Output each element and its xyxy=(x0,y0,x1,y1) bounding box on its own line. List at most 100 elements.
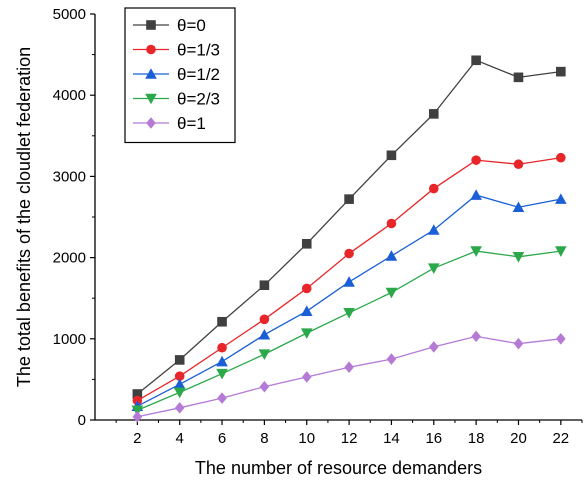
series-2 xyxy=(132,152,566,406)
data-point xyxy=(174,371,185,381)
data-point xyxy=(470,189,482,200)
data-point xyxy=(556,152,566,163)
data-point xyxy=(385,250,398,261)
data-point xyxy=(470,246,482,257)
data-point xyxy=(428,341,439,353)
data-point xyxy=(259,280,270,291)
legend-item: θ=1/2 xyxy=(133,65,220,84)
legend-label: θ=1/2 xyxy=(177,65,220,84)
y-tick-label: 5000 xyxy=(53,6,86,23)
data-point xyxy=(258,349,271,361)
x-tick-label: 10 xyxy=(298,430,315,447)
y-axis-ticks: 0 1000 2000 3000 4000 5000 xyxy=(53,6,95,429)
legend-label: θ=2/3 xyxy=(177,90,220,109)
data-point xyxy=(343,276,355,287)
legend-marker xyxy=(146,44,156,55)
data-point xyxy=(300,328,313,339)
data-point xyxy=(512,251,525,263)
data-point xyxy=(386,218,397,229)
data-point xyxy=(427,224,440,235)
series-line xyxy=(137,335,561,418)
x-tick-label: 4 xyxy=(176,430,184,447)
series-4 xyxy=(131,246,567,417)
series-line xyxy=(137,250,561,411)
legend-label: θ=1 xyxy=(177,114,206,133)
data-point xyxy=(343,308,355,319)
y-axis-label: The total benefits of the cloudlet feder… xyxy=(14,47,34,387)
series-line xyxy=(137,194,561,407)
data-point xyxy=(259,314,270,325)
data-point xyxy=(216,355,228,367)
data-point xyxy=(471,155,481,165)
x-tick-label: 20 xyxy=(510,430,527,447)
data-point xyxy=(301,238,312,249)
data-point xyxy=(555,193,567,204)
data-point xyxy=(174,402,185,414)
data-point xyxy=(344,194,354,204)
data-point xyxy=(300,305,313,316)
x-tick-label: 6 xyxy=(218,430,226,447)
data-point xyxy=(259,380,270,393)
x-tick-label: 2 xyxy=(133,430,141,447)
data-point xyxy=(301,283,312,294)
series-5 xyxy=(132,330,566,423)
data-point xyxy=(173,387,186,399)
x-tick-label: 12 xyxy=(341,430,358,447)
data-point xyxy=(385,287,398,299)
data-point xyxy=(471,330,481,343)
data-point xyxy=(513,72,524,83)
data-point xyxy=(344,361,354,374)
legend-box xyxy=(124,7,236,144)
legend: θ=0 θ=1/3 θ=1/2 θ=2/3 θ=1 xyxy=(124,7,236,144)
x-tick-label: 8 xyxy=(260,430,268,447)
y-tick-label: 4000 xyxy=(53,87,86,104)
data-point xyxy=(386,150,397,161)
data-point xyxy=(555,246,567,257)
data-point xyxy=(344,248,354,259)
x-tick-label: 18 xyxy=(468,430,485,447)
data-point xyxy=(512,201,525,213)
series-3 xyxy=(131,189,567,411)
legend-marker xyxy=(145,93,157,105)
data-point xyxy=(427,263,440,274)
data-point xyxy=(428,109,439,119)
data-point xyxy=(428,183,439,194)
data-point xyxy=(217,342,227,353)
x-tick-label: 22 xyxy=(552,430,569,447)
legend-item: θ=2/3 xyxy=(133,90,220,109)
legend-item: θ=1 xyxy=(133,114,206,133)
data-point xyxy=(131,405,144,417)
data-point xyxy=(471,55,481,66)
data-point xyxy=(217,392,227,404)
legend-label: θ=1/3 xyxy=(177,41,220,60)
legend-marker xyxy=(146,20,156,30)
data-point xyxy=(556,333,566,345)
series-1 xyxy=(132,55,566,399)
legend-item: θ=0 xyxy=(133,16,206,35)
data-point xyxy=(132,389,143,399)
legend-label: θ=0 xyxy=(177,16,206,35)
data-point xyxy=(513,159,524,170)
data-point xyxy=(216,368,228,380)
y-tick-label: 1000 xyxy=(53,331,86,348)
x-tick-label: 14 xyxy=(383,430,400,447)
y-tick-label: 0 xyxy=(78,412,86,429)
data-point xyxy=(258,328,271,340)
y-tick-label: 3000 xyxy=(53,168,86,185)
x-axis-ticks: 2 4 6 8 10 12 14 16 18 20 22 xyxy=(115,420,583,447)
x-axis-label: The number of resource demanders xyxy=(195,458,482,478)
data-point xyxy=(174,355,185,365)
legend-item: θ=1/3 xyxy=(133,41,220,60)
data-point xyxy=(513,337,524,350)
data-point xyxy=(301,371,312,383)
legend-marker xyxy=(145,68,157,79)
data-point xyxy=(173,378,186,390)
legend-marker xyxy=(146,117,156,129)
data-point xyxy=(217,316,227,327)
y-tick-label: 2000 xyxy=(53,250,86,267)
series-layer xyxy=(131,55,567,423)
data-point xyxy=(556,66,566,77)
x-tick-label: 16 xyxy=(425,430,442,447)
data-point xyxy=(386,353,397,365)
